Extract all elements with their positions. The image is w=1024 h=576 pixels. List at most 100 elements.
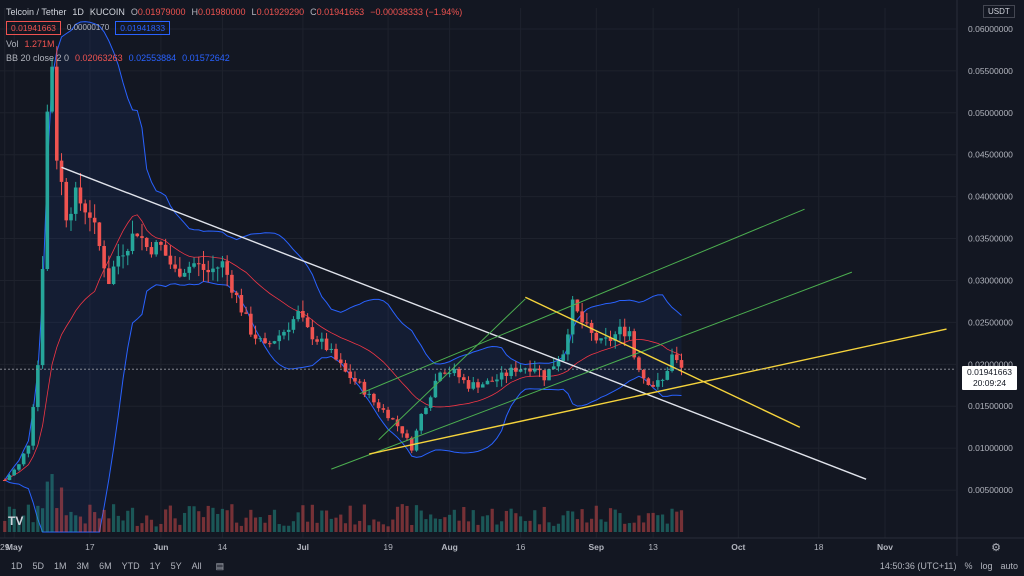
- bb-lower-value: 0.01572642: [182, 53, 230, 63]
- x-tick-label: 19: [383, 542, 393, 552]
- volume-label: Vol: [6, 39, 19, 49]
- log-toggle[interactable]: log: [980, 561, 993, 571]
- volume-bar: [3, 520, 7, 532]
- volume-bar: [149, 519, 154, 532]
- volume-bar: [12, 508, 16, 532]
- volume-bar: [230, 504, 234, 532]
- volume-bar: [74, 515, 78, 532]
- tf-5y[interactable]: 5Y: [170, 561, 182, 571]
- volume-bar: [471, 510, 475, 532]
- tf-ytd[interactable]: YTD: [121, 561, 140, 571]
- y-tick-label: 0.01000000: [968, 443, 1013, 453]
- volume-bar: [528, 520, 532, 532]
- candle-body: [357, 381, 362, 383]
- candle-body: [50, 66, 54, 112]
- x-tick-label: 14: [218, 542, 228, 552]
- bid-price-box[interactable]: 0.01941663: [6, 21, 61, 35]
- volume-bar: [135, 525, 139, 532]
- candle-body: [178, 268, 182, 277]
- bb-upper-value: 0.02553884: [128, 53, 177, 63]
- candle-body: [282, 331, 286, 336]
- volume-bar: [575, 519, 579, 532]
- candle-body: [490, 380, 494, 382]
- volume-bar: [367, 525, 371, 532]
- candle-body: [220, 261, 225, 268]
- volume-bar: [107, 518, 111, 532]
- candle-body: [315, 339, 319, 342]
- tradingview-logo[interactable]: TV: [8, 514, 24, 528]
- candle-body: [329, 348, 334, 351]
- ask-price-box[interactable]: 0.01941833: [115, 21, 171, 35]
- candle-body: [277, 335, 282, 342]
- volume-bar: [561, 515, 565, 532]
- candle-body: [192, 263, 196, 267]
- auto-toggle[interactable]: auto: [1000, 561, 1018, 571]
- volume-bar: [159, 523, 163, 532]
- symbol-title[interactable]: Telcoin / Tether: [6, 7, 67, 17]
- tf-1y[interactable]: 1Y: [149, 561, 161, 571]
- volume-bar: [433, 518, 438, 532]
- volume-bar: [235, 522, 239, 532]
- candle-body: [542, 370, 547, 381]
- candle-body: [111, 266, 116, 285]
- tf-5d[interactable]: 5D: [32, 561, 45, 571]
- tf-all[interactable]: All: [191, 561, 202, 571]
- volume-bar: [452, 509, 456, 532]
- bb-fill: [4, 21, 682, 533]
- volume-bar: [36, 505, 40, 532]
- volume-bar: [88, 504, 92, 532]
- change-value: −0.00038333 (−1.94%): [370, 7, 463, 17]
- tf-3m[interactable]: 3M: [76, 561, 90, 571]
- open-label: O: [130, 7, 138, 17]
- candle-body: [391, 418, 395, 420]
- interval-label[interactable]: 1D: [72, 7, 84, 17]
- x-tick-label: May: [6, 542, 23, 552]
- volume-bar: [485, 515, 490, 532]
- volume-bar: [339, 514, 343, 532]
- candle-body: [537, 368, 542, 371]
- volume-bar: [50, 474, 54, 532]
- candle-body: [286, 329, 291, 332]
- x-tick-label: 18: [814, 542, 824, 552]
- candle-body: [674, 354, 679, 361]
- candle-body: [514, 367, 518, 372]
- candle-body: [528, 368, 532, 372]
- volume-bar: [197, 511, 201, 532]
- volume-bar: [220, 508, 225, 532]
- volume-bar: [348, 505, 352, 532]
- candle-body: [83, 203, 87, 213]
- x-tick-label: 29: [0, 542, 10, 552]
- volume-bar: [130, 507, 135, 532]
- volume-bar: [414, 505, 419, 532]
- bb-indicator-label[interactable]: BB 20 close 2 0: [6, 53, 70, 63]
- currency-badge[interactable]: USDT: [983, 5, 1015, 18]
- volume-bar: [400, 504, 404, 532]
- date-range-icon[interactable]: ▤: [215, 560, 225, 571]
- volume-bar: [405, 505, 409, 532]
- y-tick-label: 0.05500000: [968, 66, 1013, 76]
- candle-body: [665, 370, 670, 380]
- percent-toggle[interactable]: %: [964, 561, 973, 571]
- volume-bar: [495, 524, 499, 532]
- bottom-toolbar: 1D 5D 1M 3M 6M YTD 1Y 5Y All ▤ 14:50:36 …: [0, 556, 1024, 576]
- volume-bar: [509, 508, 513, 532]
- candle-body: [613, 334, 618, 341]
- y-tick-label: 0.01500000: [968, 401, 1013, 411]
- candle-body: [54, 66, 59, 161]
- y-tick-label: 0.00500000: [968, 485, 1013, 495]
- y-tick-label: 0.02000000: [968, 359, 1013, 369]
- settings-gear-icon[interactable]: ⚙: [991, 541, 1001, 554]
- tf-6m[interactable]: 6M: [99, 561, 112, 571]
- tf-1m[interactable]: 1M: [54, 561, 67, 571]
- candle-body: [679, 360, 684, 368]
- clock[interactable]: 14:50:36 (UTC+11): [879, 561, 957, 571]
- volume-bar: [7, 506, 12, 532]
- tf-1d[interactable]: 1D: [11, 561, 23, 571]
- candle-body: [135, 233, 140, 237]
- low-label: L: [251, 7, 257, 17]
- volume-bar: [571, 511, 575, 532]
- candle-body: [608, 337, 613, 341]
- candle-body: [196, 263, 201, 265]
- low-value: 0.01929290: [256, 7, 305, 17]
